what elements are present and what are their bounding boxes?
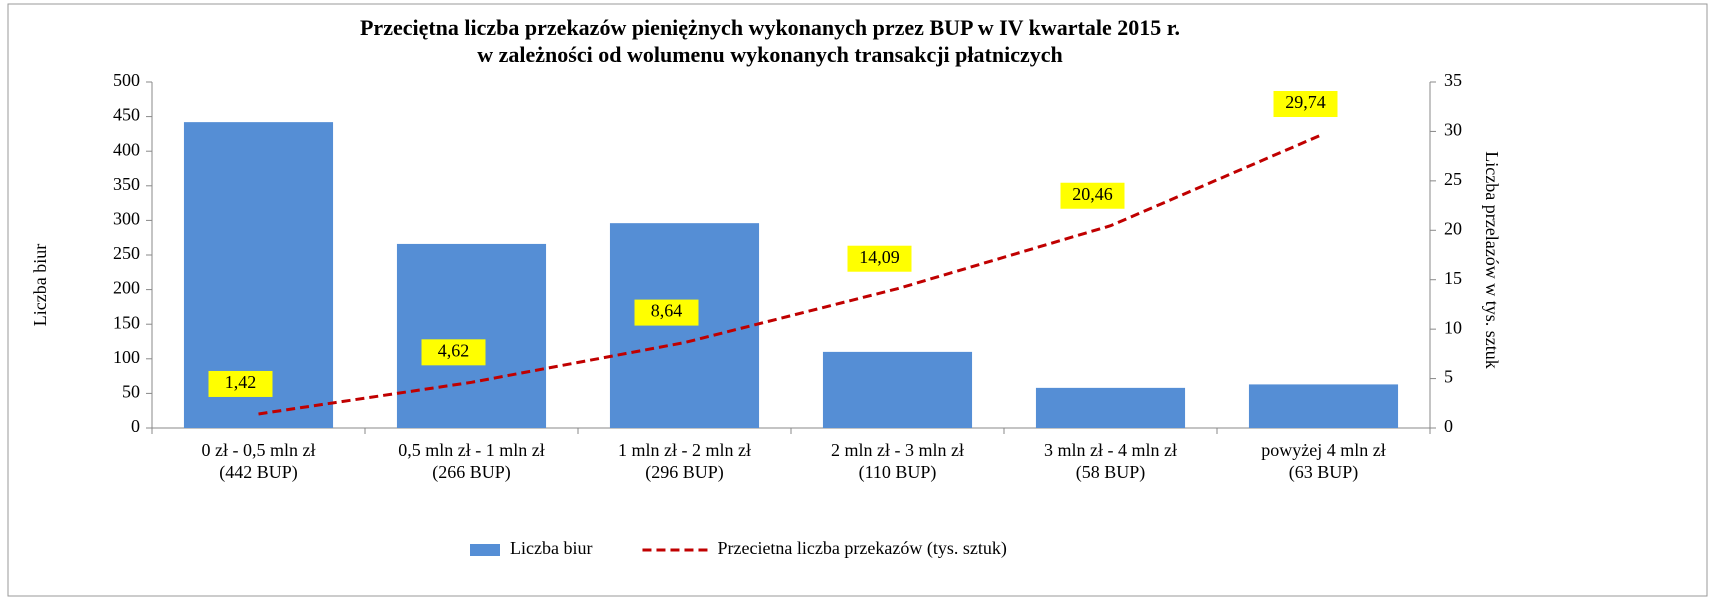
y-tick-label: 150 bbox=[113, 312, 140, 332]
bar bbox=[396, 243, 547, 428]
x-tick-label: powyżej 4 mln zł bbox=[1261, 440, 1385, 460]
chart-title: w zależności od wolumenu wykonanych tran… bbox=[477, 42, 1062, 67]
chart-title: Przeciętna liczba przekazów pieniężnych … bbox=[360, 15, 1180, 40]
y-tick-label: 50 bbox=[122, 382, 140, 402]
y-tick-label: 450 bbox=[113, 105, 140, 125]
y-tick-label: 200 bbox=[113, 278, 140, 298]
bar bbox=[1035, 387, 1186, 428]
y-tick-label: 0 bbox=[131, 416, 140, 436]
y2-tick-label: 0 bbox=[1444, 416, 1453, 436]
legend-label: Liczba biur bbox=[510, 538, 592, 558]
y-tick-label: 300 bbox=[113, 209, 140, 229]
x-tick-label: 0 zł - 0,5 mln zł bbox=[202, 440, 316, 460]
legend-swatch bbox=[470, 544, 500, 556]
line bbox=[258, 132, 1325, 416]
y2-tick-label: 20 bbox=[1444, 218, 1462, 238]
data-label: 8,64 bbox=[651, 301, 683, 321]
y2-tick-label: 35 bbox=[1444, 70, 1462, 90]
bar bbox=[822, 351, 973, 428]
y2-tick-label: 15 bbox=[1444, 268, 1462, 288]
x-tick-label: 3 mln zł - 4 mln zł bbox=[1044, 440, 1177, 460]
y-axis-label: Liczba biur bbox=[30, 244, 50, 326]
y2-tick-label: 25 bbox=[1444, 169, 1462, 189]
y-tick-label: 100 bbox=[113, 347, 140, 367]
x-tick-label: 2 mln zł - 3 mln zł bbox=[831, 440, 964, 460]
data-label: 4,62 bbox=[438, 340, 470, 360]
data-label-box bbox=[1273, 90, 1338, 117]
data-label: 1,42 bbox=[225, 372, 257, 392]
data-label-box bbox=[634, 299, 699, 326]
data-label: 14,09 bbox=[859, 247, 900, 267]
data-label: 29,74 bbox=[1285, 92, 1326, 112]
y2-tick-label: 10 bbox=[1444, 317, 1462, 337]
data-label-box bbox=[847, 245, 912, 272]
x-tick-label: (63 BUP) bbox=[1289, 462, 1359, 483]
y-tick-label: 250 bbox=[113, 243, 140, 263]
data-label-box bbox=[421, 339, 486, 366]
data-label-box bbox=[1060, 182, 1125, 209]
x-tick-label: (110 BUP) bbox=[859, 462, 937, 483]
x-tick-label: (296 BUP) bbox=[645, 462, 724, 483]
legend-label: Przecietna liczba przekazów (tys. sztuk) bbox=[717, 538, 1006, 559]
y-tick-label: 400 bbox=[113, 139, 140, 159]
y-tick-label: 500 bbox=[113, 70, 140, 90]
x-tick-label: 1 mln zł - 2 mln zł bbox=[618, 440, 751, 460]
x-tick-label: (266 BUP) bbox=[432, 462, 511, 483]
data-label: 20,46 bbox=[1072, 184, 1113, 204]
x-tick-label: (58 BUP) bbox=[1076, 462, 1146, 483]
x-tick-label: 0,5 mln zł - 1 mln zł bbox=[398, 440, 544, 460]
data-label-box bbox=[208, 370, 273, 397]
y-tick-label: 350 bbox=[113, 174, 140, 194]
bar bbox=[1248, 384, 1399, 428]
y2-tick-label: 30 bbox=[1444, 120, 1462, 140]
y2-tick-label: 5 bbox=[1444, 367, 1453, 387]
y2-axis-label: Liczba przelazów w tys. sztuk bbox=[1482, 151, 1502, 368]
x-tick-label: (442 BUP) bbox=[219, 462, 298, 483]
